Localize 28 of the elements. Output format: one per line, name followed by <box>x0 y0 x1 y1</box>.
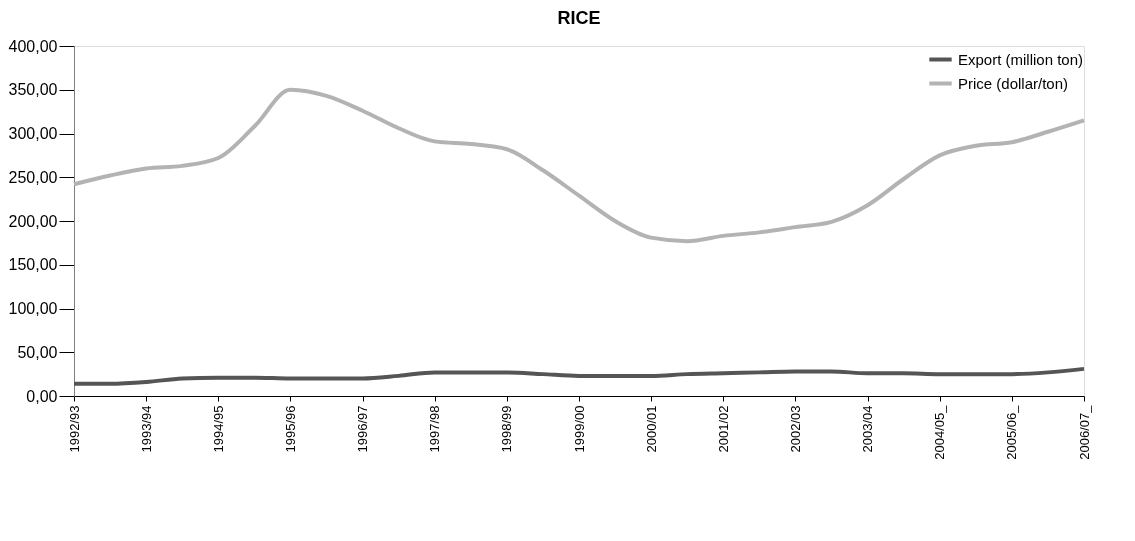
y-tick-label: 200,00 <box>8 212 58 230</box>
legend-label: Price (dollar/ton) <box>958 74 1069 92</box>
x-tick-label: 1994/95 <box>210 405 226 453</box>
y-tick-label: 150,00 <box>8 256 58 274</box>
x-tick-label: 1998/99 <box>499 405 515 453</box>
x-tick-label: 2001/02 <box>715 405 731 453</box>
line-series <box>72 366 1086 386</box>
chart-title: RICE <box>557 8 601 28</box>
y-tick-label: 100,00 <box>8 300 58 317</box>
legend-label: Export (million ton) <box>958 50 1084 68</box>
x-tick-label: 2005/06_ <box>1004 404 1020 460</box>
x-tick-label: 1996/97 <box>355 405 371 453</box>
x-tick-label: 1993/94 <box>138 405 154 453</box>
x-tick-label: 2006/07_ <box>1076 404 1092 460</box>
x-tick-label: 1999/00 <box>571 405 587 453</box>
x-tick-label: 1992/93 <box>66 405 82 453</box>
y-tick-label: 300,00 <box>8 125 58 142</box>
x-tick-label: 2000/01 <box>643 405 659 453</box>
x-tick-label: 1995/96 <box>282 405 298 453</box>
x-tick-label: 2004/05_ <box>932 404 948 460</box>
x-tick-label: 2003/04 <box>860 405 876 453</box>
x-tick-label: 2002/03 <box>787 405 803 453</box>
y-tick-label: 50,00 <box>17 343 58 361</box>
y-tick-label: 0,00 <box>26 387 58 405</box>
y-tick-label: 350,00 <box>8 81 58 99</box>
x-tick-label: 1997/98 <box>427 405 443 453</box>
y-tick-label: 400,00 <box>8 37 58 55</box>
y-tick-label: 250,00 <box>8 168 58 186</box>
